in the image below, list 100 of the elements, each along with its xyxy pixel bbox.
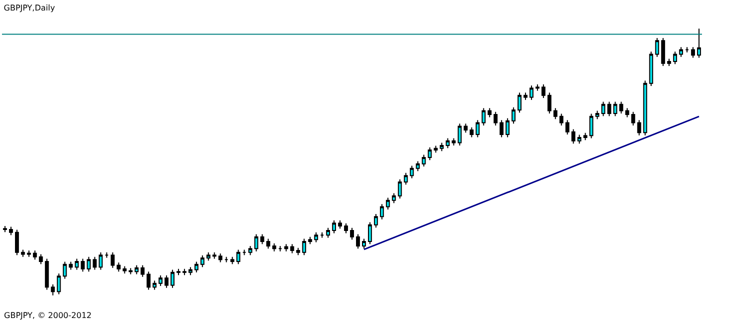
candlestick	[434, 145, 438, 154]
candlestick	[50, 284, 55, 296]
candlestick	[272, 242, 276, 252]
candlestick	[691, 46, 695, 58]
candlestick	[655, 38, 660, 58]
candlestick	[80, 258, 85, 272]
candlestick	[494, 111, 498, 126]
candlestick	[266, 238, 270, 250]
candlestick	[643, 80, 648, 136]
candlestick	[428, 146, 432, 161]
candlestick	[536, 84, 540, 92]
candlestick	[86, 256, 91, 272]
candlestick	[338, 220, 342, 230]
candlestick	[14, 229, 19, 256]
candlestick	[410, 165, 414, 179]
candlestick	[362, 238, 366, 250]
candlestick	[679, 46, 684, 58]
candlestick	[308, 236, 312, 245]
candlestick	[619, 101, 624, 114]
candlestick	[128, 268, 133, 275]
candlestick	[224, 256, 228, 263]
candlestick	[158, 274, 163, 286]
candlestick	[200, 254, 204, 268]
candlestick	[3, 226, 7, 233]
candlestick	[38, 254, 43, 265]
candlestick	[673, 51, 678, 65]
candlestick	[470, 126, 474, 138]
candlestick	[559, 113, 564, 126]
candlestick	[152, 280, 157, 290]
candlestick	[92, 256, 97, 270]
candlestick	[302, 238, 306, 256]
candlestick	[242, 249, 246, 256]
candlestick	[356, 234, 360, 250]
candlestick	[392, 192, 396, 204]
candlestick	[188, 266, 192, 276]
candlestick	[386, 197, 390, 210]
candlestick	[404, 172, 408, 186]
candlestick	[589, 113, 594, 139]
candlestick	[583, 132, 588, 141]
candlestick	[68, 261, 73, 270]
candlestick	[32, 250, 37, 260]
candlestick	[320, 232, 324, 238]
candlestick	[512, 106, 516, 124]
candlestick	[601, 101, 606, 117]
candlestick	[458, 123, 462, 146]
candlestick	[631, 111, 636, 126]
candlestick	[464, 123, 468, 134]
candlestick	[26, 250, 31, 258]
candlestick	[553, 108, 558, 120]
candlestick	[350, 227, 354, 240]
candlestick	[284, 244, 288, 252]
candlestick	[577, 134, 582, 144]
candlestick	[314, 232, 318, 243]
candlestick	[368, 222, 372, 245]
candlestick	[595, 110, 600, 120]
candlestick	[236, 249, 240, 265]
candlestick	[140, 264, 145, 278]
candlestick	[206, 252, 210, 262]
candlestick	[248, 246, 252, 256]
candlestick	[104, 252, 109, 258]
candlestick	[607, 101, 612, 117]
candlestick	[260, 234, 264, 245]
candlestick	[218, 252, 222, 263]
candlestick	[212, 252, 216, 260]
candlestick	[296, 247, 300, 256]
candlestick	[416, 160, 420, 172]
candlestick	[613, 101, 618, 117]
candlestick	[661, 38, 666, 66]
candlestick	[565, 120, 570, 136]
candlestick	[446, 138, 450, 149]
candlestick	[530, 84, 534, 100]
candlestick	[9, 226, 13, 236]
text: GBPJPY, © 2000-2012	[4, 311, 92, 320]
candlestick	[62, 261, 67, 280]
candlestick	[637, 120, 642, 136]
candlestick	[667, 58, 672, 66]
candlestick	[176, 268, 180, 276]
candlestick	[374, 214, 378, 228]
candlestick	[625, 108, 630, 118]
candlestick	[547, 92, 552, 114]
candlestick	[110, 252, 115, 268]
candlestick	[122, 266, 127, 274]
candlestick	[488, 108, 492, 118]
chart-title: GBPJPY,Daily	[4, 4, 56, 13]
candlestick	[74, 258, 79, 270]
candlestick	[326, 227, 330, 238]
candlestick	[440, 142, 444, 152]
candlestick	[56, 272, 61, 295]
candlestick	[380, 204, 384, 220]
candlestick	[254, 234, 258, 252]
candlestick	[194, 261, 198, 273]
candlestick	[170, 269, 174, 288]
candlestick	[541, 84, 546, 98]
candlestick	[20, 249, 25, 258]
candlestick	[506, 118, 510, 138]
candlestick	[571, 128, 576, 144]
candlestick	[134, 264, 139, 275]
candlestick	[398, 178, 402, 200]
candlestick	[500, 120, 504, 138]
candlestick	[524, 92, 528, 100]
